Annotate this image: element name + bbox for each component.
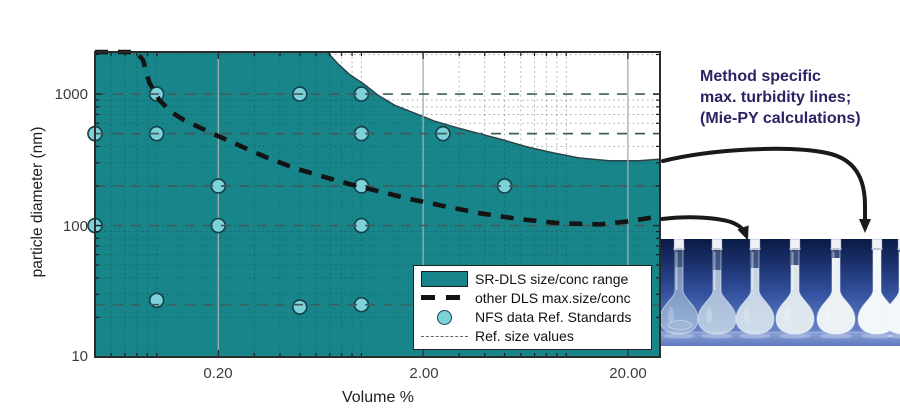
plot-border (94, 51, 661, 358)
legend-label: other DLS max.size/conc (475, 289, 631, 306)
sr-dls-region-boundary (326, 51, 661, 162)
x-tick-20.00: 20.00 (609, 365, 647, 382)
annotation-line-1: Method specific (700, 68, 821, 85)
legend-swatch-area (421, 270, 468, 287)
annotation-line-2: max. turbidity lines; (700, 89, 852, 106)
legend-row-other-dls: other DLS max.size/conc (421, 288, 647, 307)
x-axis-title: Volume % (341, 389, 415, 406)
legend-row-ref-values: Ref. size values (421, 327, 647, 346)
flasks-photo (661, 239, 900, 346)
legend-row-sr-dls: SR-DLS size/conc range (421, 269, 647, 288)
y-axis-title: particle diameter (nm) (29, 126, 46, 278)
legend-row-nfs: NFS data Ref. Standards (421, 308, 647, 327)
legend-label: Ref. size values (475, 328, 574, 345)
y-tick-1000: 1000 (54, 86, 88, 103)
legend-swatch-thick-dash (421, 295, 468, 301)
x-tick-0.20: 0.20 (203, 365, 233, 382)
annotation-line-3: (Mie-PY calculations) (700, 110, 861, 127)
x-tick-2.00: 2.00 (409, 365, 439, 382)
annotation-arrows (660, 146, 871, 241)
turbidity-annotation: Method specific max. turbidity lines; (M… (700, 66, 861, 129)
other-dls-line (95, 49, 655, 227)
chart-legend: SR-DLS size/conc range other DLS max.siz… (413, 265, 652, 350)
legend-label: SR-DLS size/conc range (475, 270, 629, 287)
legend-swatch-thin-dash (421, 335, 468, 337)
legend-label: NFS data Ref. Standards (475, 309, 632, 326)
legend-swatch-marker (421, 309, 468, 325)
y-tick-10: 10 (71, 348, 88, 365)
y-tick-100: 100 (62, 218, 88, 235)
